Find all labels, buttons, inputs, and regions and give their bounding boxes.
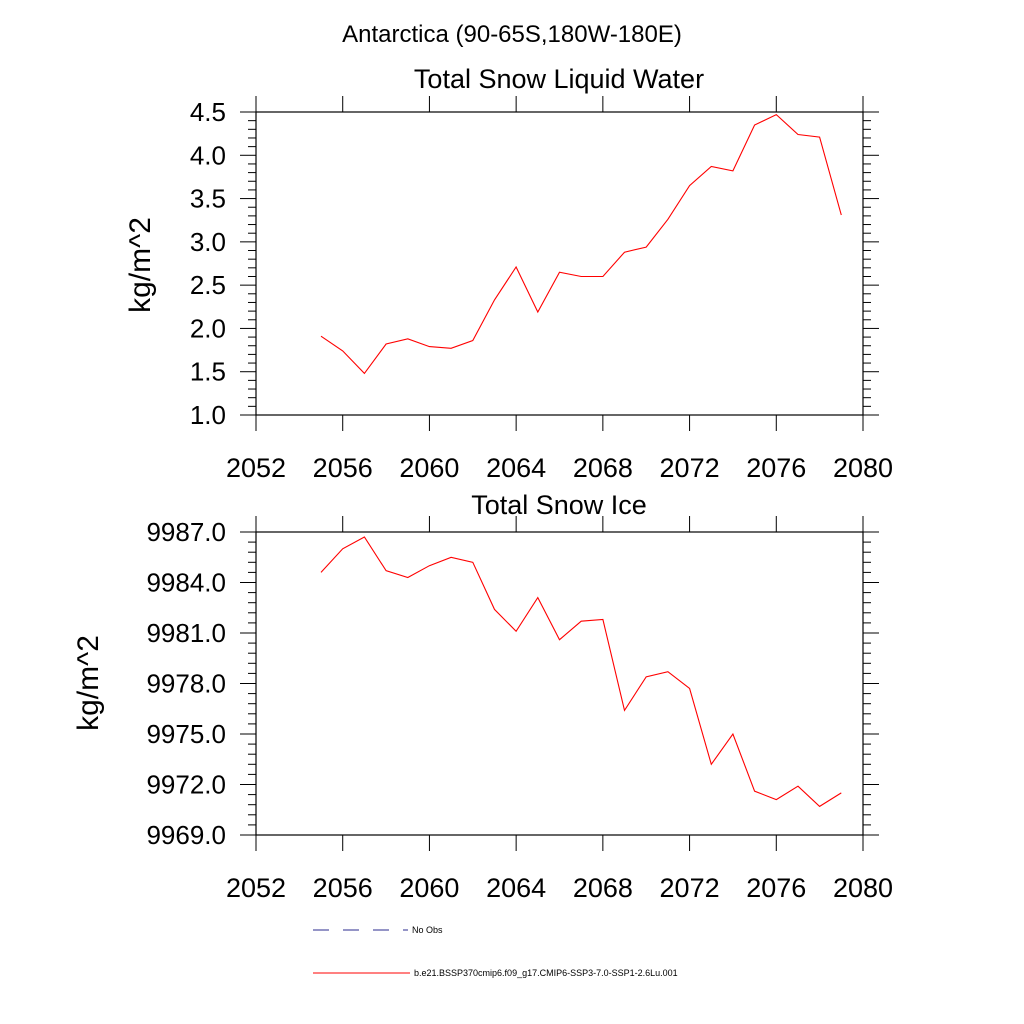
x-tick-label: 2052	[226, 453, 286, 483]
y-tick-label: 4.5	[190, 97, 226, 127]
x-tick-label: 2056	[313, 873, 373, 903]
x-tick-label: 2056	[313, 453, 373, 483]
y-tick-label: 9981.0	[146, 618, 226, 648]
y-tick-label: 4.0	[190, 140, 226, 170]
chart-panel-snow-liquid-water: Total Snow Liquid Water kg/m^2 1.0 1.5 2.0…	[124, 64, 893, 483]
y-axis-label: kg/m^2	[124, 217, 157, 313]
x-tick-label: 2060	[399, 873, 459, 903]
series-line	[320, 113, 842, 375]
chart-panel-snow-ice: Total Snow Ice kg/m^2 9969.0 9972.0 9975.0…	[72, 490, 893, 903]
x-tick-labels: 2052 2056 2060 2064 2068 2072 2076 2080	[226, 873, 893, 903]
y-tick-labels: 1.0 1.5 2.0 2.5 3.0 3.5 4.0 4.5	[190, 97, 226, 430]
x-tick-label: 2060	[399, 453, 459, 483]
axis-ticks	[240, 516, 879, 851]
x-tick-label: 2064	[486, 453, 546, 483]
y-tick-labels: 9969.0 9972.0 9975.0 9978.0 9981.0 9984.0 9987…	[146, 517, 226, 850]
series-lines	[320, 536, 842, 808]
y-tick-label: 1.5	[190, 357, 226, 387]
x-tick-label: 2080	[833, 453, 893, 483]
legend-item-model-run: b.e21.BSSP370cmip6.f09_g17.CMIP6-SSP3-7.…	[313, 968, 678, 978]
x-tick-label: 2052	[226, 873, 286, 903]
x-tick-label: 2068	[573, 453, 633, 483]
series-line	[320, 536, 842, 808]
y-tick-label: 9969.0	[146, 820, 226, 850]
y-axis-label: kg/m^2	[72, 635, 105, 731]
y-tick-label: 9984.0	[146, 568, 226, 598]
plot-frame	[255, 111, 864, 416]
figure-suptitle: Antarctica (90-65S,180W-180E)	[342, 21, 682, 48]
y-tick-label: 2.0	[190, 313, 226, 343]
legend-label: b.e21.BSSP370cmip6.f09_g17.CMIP6-SSP3-7.…	[414, 968, 678, 978]
y-tick-label: 9978.0	[146, 669, 226, 699]
plot-frame	[255, 531, 864, 836]
x-tick-label: 2072	[660, 453, 720, 483]
chart-title: Total Snow Liquid Water	[414, 64, 704, 94]
x-tick-label: 2076	[746, 873, 806, 903]
x-tick-label: 2064	[486, 873, 546, 903]
x-tick-label: 2072	[660, 873, 720, 903]
axis-ticks	[240, 96, 879, 431]
x-tick-label: 2068	[573, 873, 633, 903]
y-tick-label: 1.0	[190, 400, 226, 430]
legend-item-no-obs: No Obs	[313, 925, 443, 935]
x-tick-label: 2076	[746, 453, 806, 483]
y-tick-label: 3.0	[190, 227, 226, 257]
series-lines	[320, 113, 842, 375]
y-tick-label: 9975.0	[146, 719, 226, 749]
x-tick-label: 2080	[833, 873, 893, 903]
y-tick-label: 3.5	[190, 184, 226, 214]
x-tick-labels: 2052 2056 2060 2064 2068 2072 2076 2080	[226, 453, 893, 483]
chart-title: Total Snow Ice	[471, 490, 647, 520]
y-tick-label: 2.5	[190, 270, 226, 300]
legend-label: No Obs	[412, 925, 443, 935]
y-tick-label: 9972.0	[146, 770, 226, 800]
y-tick-label: 9987.0	[146, 517, 226, 547]
legend: No Obs b.e21.BSSP370cmip6.f09_g17.CMIP6-…	[313, 925, 678, 978]
